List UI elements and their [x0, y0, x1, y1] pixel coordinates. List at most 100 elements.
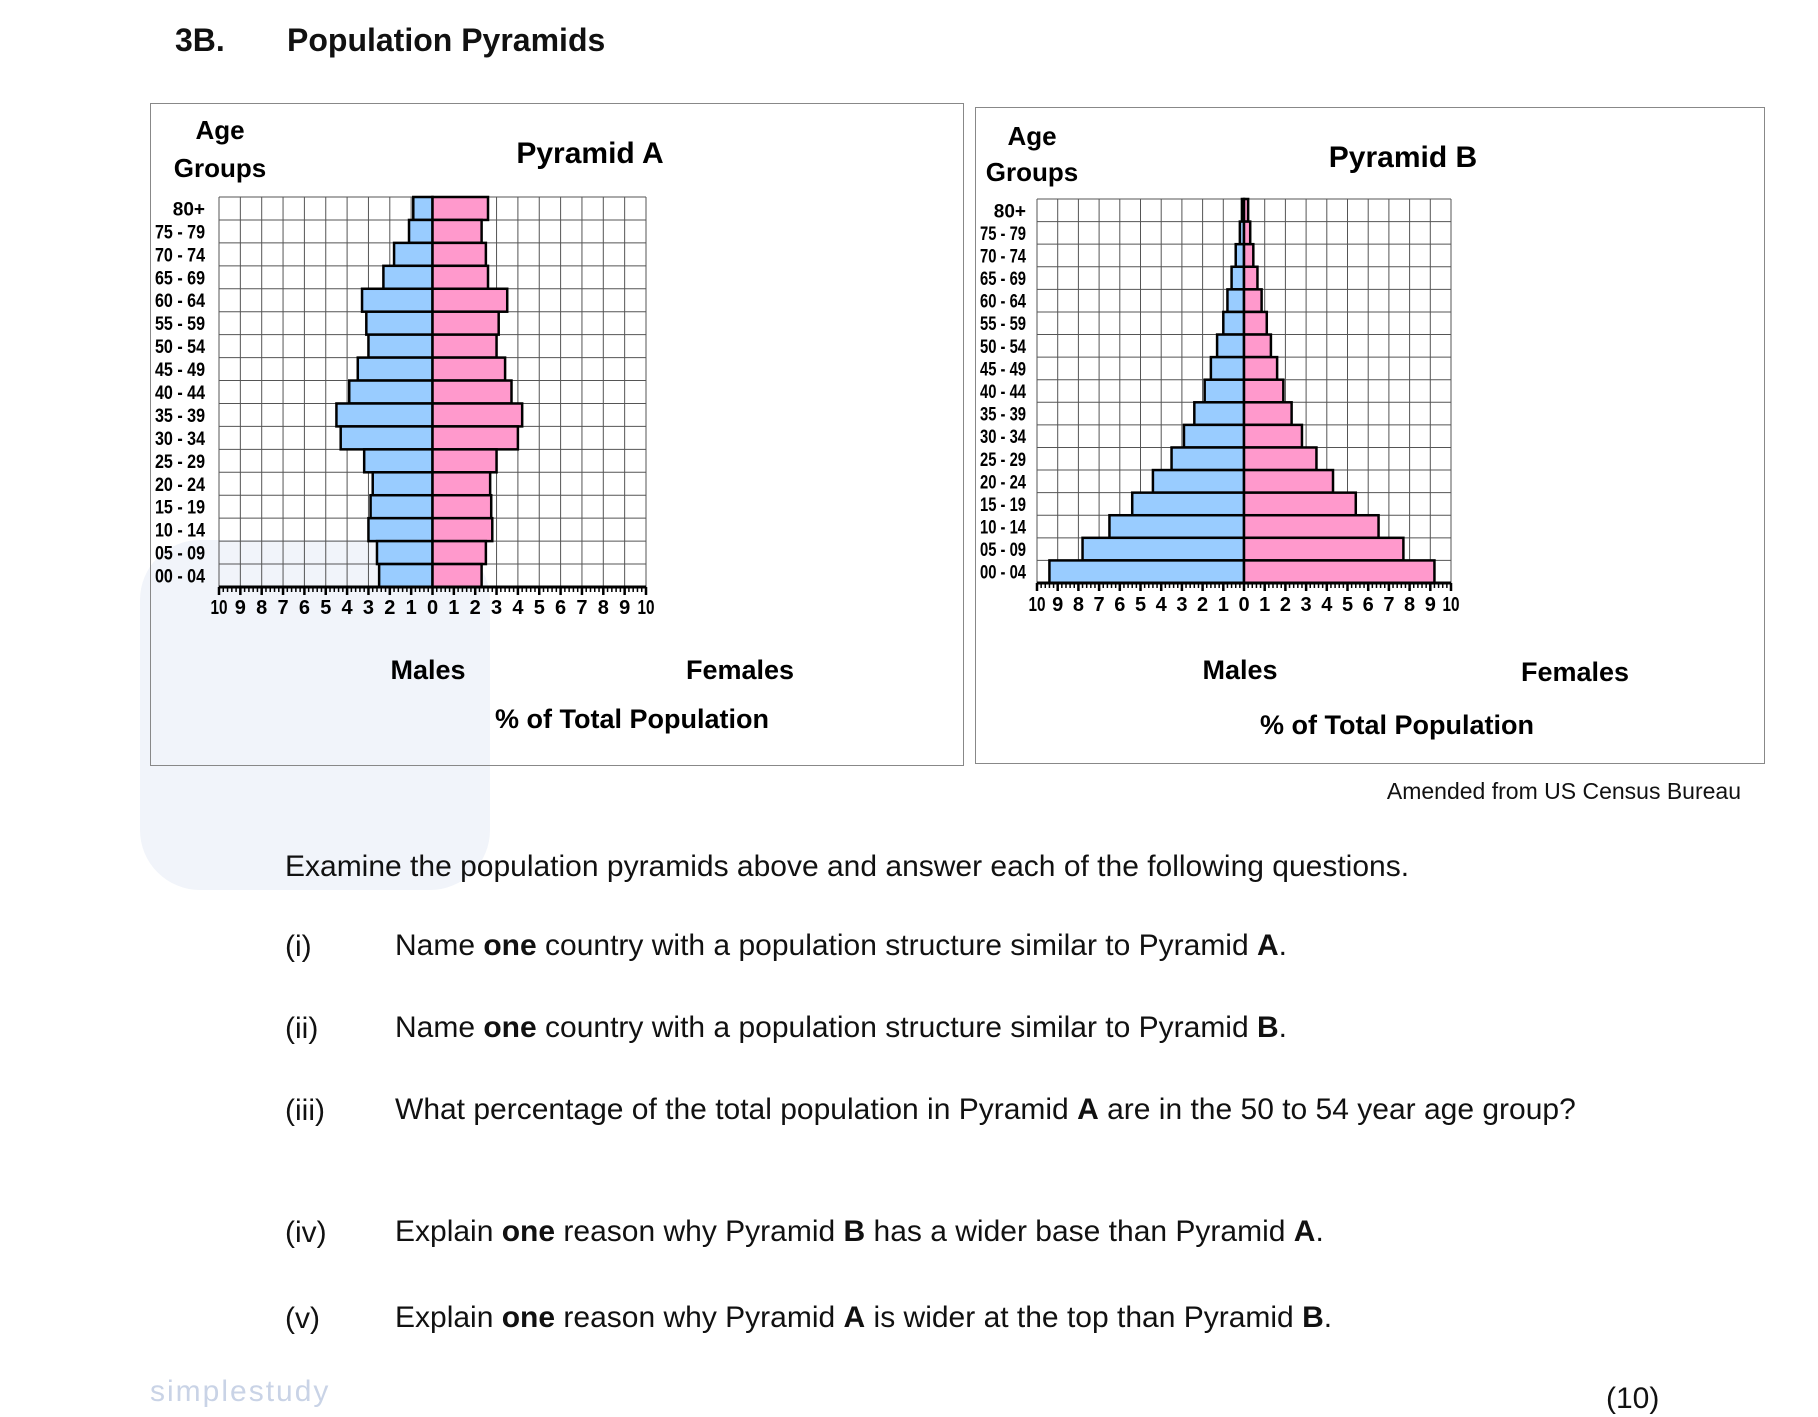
- watermark-logo: [140, 540, 490, 890]
- age-group-label: 20 - 24: [155, 475, 205, 496]
- age-group-label: 05 - 09: [155, 544, 205, 565]
- bar-females-45-49: [431, 356, 507, 382]
- age-group-label: 30 - 34: [980, 427, 1026, 448]
- age-group-label: 40 - 44: [980, 382, 1026, 403]
- question-number: 3B.: [175, 22, 225, 58]
- age-group-label: 75 - 79: [155, 222, 205, 243]
- bar-males-15-19: [1130, 491, 1246, 517]
- question-text: Name one country with a population struc…: [395, 1011, 1288, 1044]
- x-tick-label: 10: [1443, 594, 1460, 616]
- bar-females-00-04: [431, 562, 483, 589]
- bar-males-40-44: [347, 379, 434, 405]
- age-group-label: 20 - 24: [980, 472, 1026, 493]
- question-text: What percentage of the total population …: [395, 1093, 1576, 1126]
- bar-males-05-09: [375, 539, 434, 566]
- pyramid-a-chart: 80+ 75 - 79 70 - 74 65 - 69 60 - 64 55 - 59 50…: [150, 103, 964, 766]
- x-tick-label: 1: [448, 597, 459, 619]
- y-axis-label: Groups: [986, 157, 1078, 187]
- age-group-label: 65 - 69: [155, 268, 205, 289]
- bar-females-20-24: [431, 471, 492, 497]
- bar-males-30-34: [339, 425, 434, 451]
- question-text: Explain one reason why Pyramid A is wide…: [395, 1301, 1333, 1334]
- x-tick-label: 9: [619, 597, 630, 619]
- age-group-label: 55 - 59: [980, 314, 1026, 335]
- bar-females-70-74: [431, 241, 488, 268]
- y-axis-label: Groups: [174, 153, 266, 183]
- age-group-label: 00 - 04: [155, 567, 205, 588]
- bar-males-75-79: [407, 218, 434, 245]
- females-label: Females: [686, 655, 794, 685]
- x-tick-label: 8: [1073, 594, 1084, 616]
- pyramid-b-chart: 80+ 75 - 79 70 - 74 65 - 69 60 - 64 55 - 59 50…: [975, 107, 1765, 764]
- x-tick-label: 0: [427, 597, 438, 619]
- chart-title: Pyramid B: [1329, 141, 1477, 174]
- marks: (10): [1606, 1382, 1660, 1415]
- bar-males-10-14: [367, 516, 434, 543]
- x-tick-label: 3: [491, 597, 502, 619]
- bar-males-25-29: [1170, 446, 1246, 472]
- age-group-label: 50 - 54: [980, 337, 1026, 358]
- x-tick-label: 4: [512, 597, 524, 619]
- age-group-label: 30 - 34: [155, 429, 205, 450]
- bar-females-30-34: [1242, 423, 1304, 449]
- chart-title: Pyramid A: [516, 137, 663, 170]
- x-tick-label: 1: [1259, 594, 1270, 616]
- bar-males-65-69: [382, 264, 434, 291]
- bar-females-35-39: [431, 402, 524, 428]
- x-tick-label: 5: [1342, 594, 1353, 616]
- bar-females-50-54: [1242, 333, 1273, 359]
- bar-males-60-64: [1226, 288, 1246, 314]
- age-group-label: 60 - 64: [980, 292, 1026, 313]
- bar-males-35-39: [1193, 401, 1246, 427]
- age-group-label: 80+: [994, 201, 1026, 222]
- age-group-label: 75 - 79: [980, 224, 1026, 245]
- bar-females-20-24: [1242, 468, 1335, 494]
- x-tick-label: 9: [1052, 594, 1063, 616]
- males-label: Males: [390, 655, 465, 685]
- x-tick-label: 6: [555, 597, 566, 619]
- x-tick-label: 3: [363, 597, 374, 619]
- bar-females-60-64: [1242, 288, 1263, 314]
- x-tick-label: 4: [342, 597, 354, 619]
- bar-females-40-44: [1242, 378, 1285, 404]
- question-number: (v): [285, 1302, 320, 1335]
- x-tick-label: 3: [1176, 594, 1187, 616]
- age-group-label: 35 - 39: [980, 405, 1026, 426]
- source-credit: Amended from US Census Bureau: [1386, 778, 1741, 804]
- question-text: Explain one reason why Pyramid B has a w…: [395, 1215, 1324, 1248]
- x-tick-label: 2: [470, 597, 481, 619]
- age-group-label: 80+: [173, 199, 205, 220]
- bar-females-80+: [1242, 197, 1250, 223]
- x-tick-label: 8: [256, 597, 267, 619]
- bar-males-20-24: [371, 471, 434, 497]
- x-tick-label: 7: [277, 597, 288, 619]
- x-tick-label: 6: [1363, 594, 1374, 616]
- age-group-label: 10 - 14: [155, 521, 205, 542]
- bar-females-05-09: [431, 539, 488, 566]
- bar-females-55-59: [431, 310, 500, 336]
- x-tick-label: 0: [1238, 594, 1249, 616]
- bar-males-40-44: [1203, 378, 1246, 404]
- bar-males-30-34: [1182, 423, 1246, 449]
- x-tick-label: 2: [1197, 594, 1208, 616]
- x-axis-label: % of Total Population: [1260, 710, 1534, 740]
- bar-females-45-49: [1242, 355, 1279, 381]
- age-group-label: 00 - 04: [980, 563, 1026, 584]
- bar-females-60-64: [431, 287, 509, 313]
- x-tick-label: 9: [235, 597, 246, 619]
- bar-females-55-59: [1242, 310, 1269, 336]
- question-number: (ii): [285, 1012, 319, 1045]
- x-tick-label: 1: [406, 597, 417, 619]
- bar-females-10-14: [431, 516, 494, 543]
- bar-males-15-19: [369, 493, 434, 520]
- x-tick-label: 10: [1029, 594, 1046, 616]
- bar-females-65-69: [431, 264, 490, 291]
- x-tick-label: 7: [1383, 594, 1394, 616]
- age-group-label: 25 - 29: [980, 450, 1026, 471]
- bar-males-60-64: [360, 287, 434, 313]
- x-tick-label: 4: [1156, 594, 1168, 616]
- x-tick-label: 10: [638, 597, 655, 619]
- y-axis-label: Age: [1007, 121, 1056, 151]
